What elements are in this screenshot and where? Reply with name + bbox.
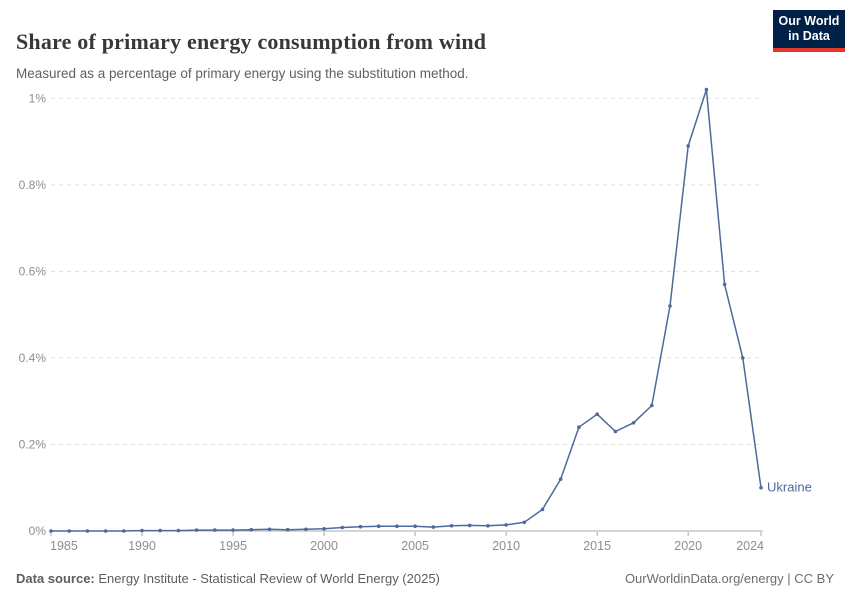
data-point-2001[interactable] <box>340 525 345 530</box>
entity-label-ukraine[interactable]: Ukraine <box>767 480 812 495</box>
data-source-label: Data source: <box>16 571 95 586</box>
data-point-2024[interactable] <box>759 485 763 490</box>
x-tick-label: 2005 <box>401 539 429 553</box>
data-point-2017[interactable] <box>631 421 636 425</box>
chart-title: Share of primary energy consumption from… <box>16 28 487 54</box>
data-point-2021[interactable] <box>704 87 709 92</box>
data-point-1989[interactable] <box>122 529 126 533</box>
data-point-1987[interactable] <box>85 529 90 533</box>
x-tick-label: 2020 <box>674 539 702 553</box>
data-point-2013[interactable] <box>558 477 563 481</box>
data-point-2003[interactable] <box>376 524 381 528</box>
y-tick-label: 0% <box>29 524 47 538</box>
ukraine-line-series[interactable] <box>50 88 762 532</box>
x-tick-label: 2010 <box>492 539 520 553</box>
data-point-2019[interactable] <box>668 304 672 308</box>
y-tick-label: 0.8% <box>19 178 47 192</box>
data-point-1993[interactable] <box>194 528 199 532</box>
data-point-2002[interactable] <box>358 524 363 529</box>
data-point-2018[interactable] <box>650 403 654 408</box>
data-point-2005[interactable] <box>413 524 417 528</box>
data-point-2016[interactable] <box>613 429 618 434</box>
data-point-2011[interactable] <box>522 520 527 525</box>
chart-footer: Data source: Energy Institute - Statisti… <box>16 571 834 586</box>
x-tick-label: 2024 <box>736 539 764 553</box>
data-point-1995[interactable] <box>231 528 235 532</box>
owid-logo-line1: Our World <box>778 14 840 28</box>
owid-logo-line2: in Data <box>788 29 830 43</box>
data-source-text: Energy Institute - Statistical Review of… <box>94 571 440 586</box>
y-tick-label: 0.4% <box>19 351 47 365</box>
data-point-2007[interactable] <box>449 524 454 528</box>
data-point-1988[interactable] <box>103 529 108 533</box>
data-point-1985[interactable] <box>49 529 53 533</box>
data-source-note: Data source: Energy Institute - Statisti… <box>16 571 440 586</box>
y-tick-label: 1% <box>29 91 47 105</box>
x-tick-label: 1990 <box>128 539 156 553</box>
data-point-1997[interactable] <box>267 527 272 532</box>
data-point-2004[interactable] <box>395 524 399 528</box>
data-point-1996[interactable] <box>249 527 254 532</box>
data-point-1991[interactable] <box>158 528 162 533</box>
data-point-2012[interactable] <box>540 507 545 512</box>
chart-subtitle: Measured as a percentage of primary ener… <box>16 65 469 81</box>
data-point-2014[interactable] <box>577 425 581 430</box>
data-point-2020[interactable] <box>686 144 690 148</box>
data-point-1992[interactable] <box>176 528 181 533</box>
data-point-1999[interactable] <box>304 527 308 532</box>
data-point-2015[interactable] <box>595 412 599 417</box>
x-tick-label: 1995 <box>219 539 247 553</box>
data-point-2010[interactable] <box>504 523 508 527</box>
data-point-2000[interactable] <box>322 527 326 531</box>
x-tick-label: 2015 <box>583 539 611 553</box>
data-point-2023[interactable] <box>741 356 745 360</box>
data-point-1986[interactable] <box>67 529 71 533</box>
owid-logo[interactable]: Our World in Data <box>773 10 845 52</box>
owid-credit-link[interactable]: OurWorldinData.org/energy | CC BY <box>624 571 834 586</box>
data-point-1990[interactable] <box>140 528 144 533</box>
wind-share-line-chart[interactable]: 0% 0.2% 0.4% 0.6% 0.8% 1% 1985 1990 1995 2000 2005… <box>0 85 850 560</box>
data-point-2006[interactable] <box>431 525 436 529</box>
data-point-2022[interactable] <box>722 282 727 287</box>
data-point-1994[interactable] <box>213 528 217 532</box>
x-tick-label: 1985 <box>50 539 78 553</box>
data-point-2009[interactable] <box>486 524 490 528</box>
x-tick-label: 2000 <box>310 539 338 553</box>
y-tick-label: 0.6% <box>19 264 47 278</box>
data-point-1998[interactable] <box>285 527 290 532</box>
y-tick-label: 0.2% <box>19 437 47 451</box>
data-point-2008[interactable] <box>467 523 472 528</box>
line-chart-plot-area[interactable]: 0% 0.2% 0.4% 0.6% 0.8% 1% 1985 1990 1995 2000 2005… <box>0 85 850 560</box>
